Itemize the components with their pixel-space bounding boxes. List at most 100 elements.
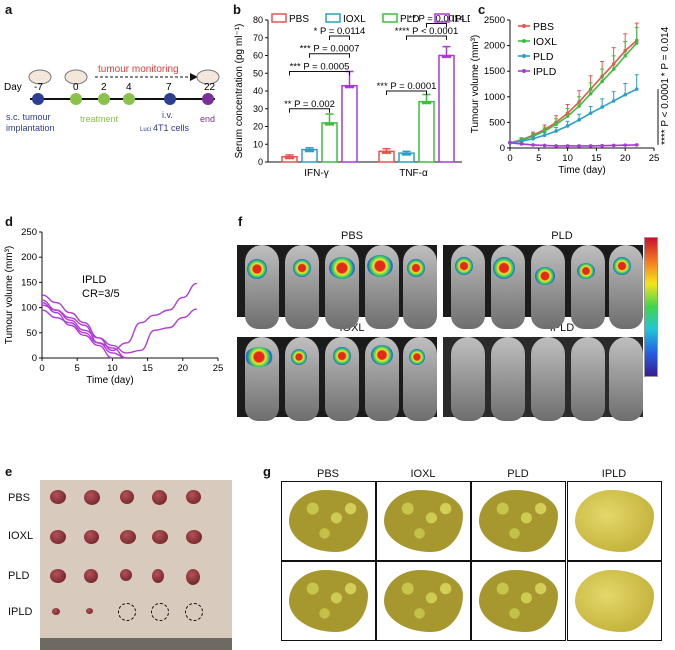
row-label-pld: PLD <box>8 570 30 582</box>
significance-label: *** P = 0.0007 <box>300 44 360 55</box>
liver-image-pld-1 <box>471 481 566 561</box>
data-point <box>427 100 432 105</box>
liver-image-pbs-1 <box>281 481 376 561</box>
data-point <box>554 144 558 148</box>
liver-image-pbs-2 <box>281 561 376 641</box>
col-title-pld: PLD <box>507 468 529 480</box>
data-point <box>344 84 349 89</box>
col-title-pbs: PBS <box>316 468 339 480</box>
panel-e-label: e <box>5 464 13 479</box>
series-line <box>509 88 638 144</box>
day-tick: 7 <box>166 82 172 93</box>
implant-text: implantation <box>6 123 55 133</box>
y-tick-label: 80 <box>253 15 263 25</box>
tumour-photo: PBS IOXL PLD IPLD <box>0 480 232 650</box>
y-tick-label: 0 <box>32 353 37 364</box>
image-ipld <box>443 337 643 421</box>
data-point <box>600 79 604 84</box>
series-line <box>509 39 638 144</box>
data-point <box>330 122 335 126</box>
y-tick-label: 250 <box>21 227 37 238</box>
iv-text: 4T1 cells <box>153 123 190 133</box>
group-title-pbs: PBS <box>340 230 363 242</box>
significance-bracket <box>289 108 330 113</box>
x-tick-label: 15 <box>142 363 153 374</box>
legend-marker <box>522 24 526 28</box>
luminescence-colorbar <box>644 237 658 377</box>
y-tick-label: 30 <box>253 104 263 114</box>
data-point <box>407 152 412 156</box>
data-point <box>634 143 639 147</box>
arrow-head <box>190 73 198 81</box>
timeline-header: tumour monitoring <box>98 64 179 75</box>
cr-label: CR=3/5 <box>82 288 120 300</box>
data-point <box>588 111 593 115</box>
panel-a-timeline: tumour monitoring Day -7 0 2 4 7 22 s.c.… <box>4 64 220 133</box>
liver-image-ipld-2 <box>567 561 662 641</box>
liver-image-ioxl-1 <box>376 481 471 561</box>
individual-curve <box>41 304 127 359</box>
data-point <box>287 155 292 160</box>
y-tick-label: 50 <box>26 328 37 339</box>
data-point <box>623 54 627 58</box>
y-tick-label: 2000 <box>484 41 505 52</box>
y-tick-label: 50 <box>253 68 263 78</box>
significance-label: ** P = 0.002 <box>284 99 335 110</box>
day-label: Day <box>4 82 22 93</box>
group-title-pld: PLD <box>551 230 573 242</box>
data-point <box>381 150 386 155</box>
image-pld <box>443 245 643 329</box>
y-tick-label: 2500 <box>484 15 505 26</box>
data-point <box>577 104 581 108</box>
legend-label: PBS <box>289 14 309 25</box>
event-dot-treatment <box>123 93 135 105</box>
x-tick-label: 10 <box>562 153 573 164</box>
series-line <box>509 42 638 144</box>
data-point <box>542 133 547 137</box>
photo-background <box>40 480 232 638</box>
implant-text: s.c. tumour <box>6 112 51 122</box>
event-dot-end <box>202 93 214 105</box>
empty-tumour-marker <box>151 603 169 621</box>
day-tick: -7 <box>34 82 43 93</box>
individual-curve <box>41 301 113 359</box>
data-point <box>554 129 558 133</box>
x-axis-label: Time (day) <box>558 165 605 176</box>
treatment-text: treatment <box>80 114 119 124</box>
day-tick: 22 <box>204 82 216 93</box>
data-point <box>310 148 315 153</box>
significance-label: * P = 0.014 <box>660 26 671 76</box>
significance-label: *** P = 0.0005 <box>290 61 350 72</box>
significance-bracket <box>329 35 350 40</box>
significance-bracket <box>289 70 350 76</box>
legend-swatch <box>271 13 287 23</box>
data-point <box>531 136 535 141</box>
x-tick-label: 25 <box>649 153 660 164</box>
bar <box>418 100 435 163</box>
individual-curve <box>41 299 197 354</box>
y-axis-label: Tumour volume (mm³) <box>470 35 481 134</box>
legend-label: IPLD <box>533 66 557 78</box>
data-point <box>384 150 389 155</box>
data-point <box>565 124 570 128</box>
day-tick: 2 <box>101 82 107 93</box>
significance-label: *** P = 0.0001 <box>377 81 437 92</box>
panel-g-label: g <box>263 464 271 479</box>
data-point <box>588 144 593 148</box>
legend-label: PLD <box>533 51 554 63</box>
series-line <box>509 142 637 147</box>
significance-label: **** P < 0.0001 <box>660 78 671 145</box>
data-point <box>441 54 446 59</box>
legend-label: IOXL <box>343 14 366 25</box>
individual-curve <box>41 309 127 359</box>
data-point <box>304 148 309 153</box>
y-tick-label: 150 <box>21 277 37 288</box>
data-point <box>327 122 332 126</box>
legend-marker <box>522 54 526 58</box>
y-tick-label: 60 <box>253 51 263 61</box>
data-point <box>565 144 570 148</box>
mouse-icon <box>28 69 52 85</box>
panel-f-label: f <box>238 214 243 229</box>
ipld-individual-chart: IPLD CR=3/5 0 50 100 150 200 250 0 5 10 15 20 25 Tim… <box>4 227 223 386</box>
liver-image-ioxl-2 <box>376 561 471 641</box>
